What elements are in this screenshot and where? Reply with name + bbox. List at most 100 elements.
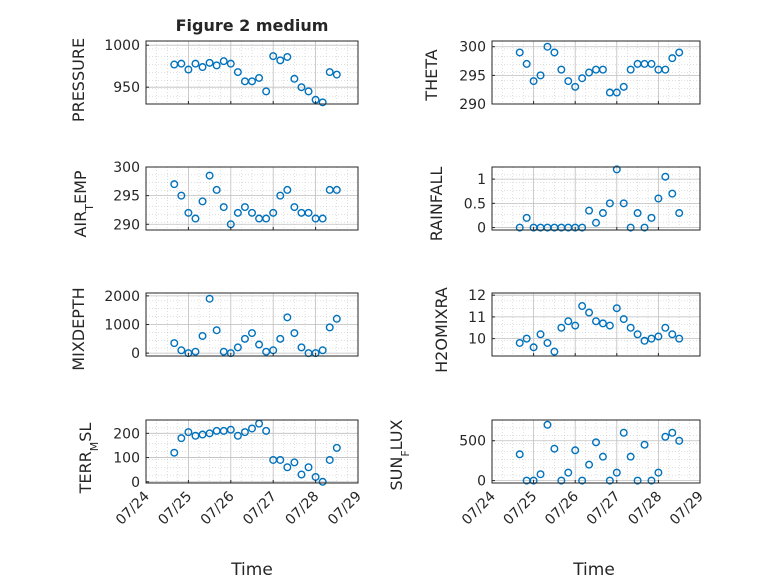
rainfall-data-point <box>605 199 614 208</box>
theta-data-point <box>619 82 628 91</box>
terr-msl-data-point <box>170 448 179 457</box>
terr-msl-data-point <box>283 463 292 472</box>
rainfall-y-tick-label: 0.5 <box>464 196 486 212</box>
sun-flux-y-tick-label: 0 <box>477 474 486 490</box>
rainfall-data-point <box>619 199 628 208</box>
pressure-data-point <box>205 58 214 67</box>
pressure-data-point <box>325 68 334 77</box>
terr-msl-data-point <box>318 477 327 486</box>
h2omixra-data-point <box>626 323 635 332</box>
theta-data-point <box>557 65 566 74</box>
mixdepth-data-point <box>283 313 292 322</box>
pressure-data-point <box>219 57 228 66</box>
pressure-y-tick-label: 950 <box>113 80 140 96</box>
pressure-data-point <box>276 56 285 65</box>
mixdepth-y-tick-label: 1000 <box>104 318 140 334</box>
rainfall-data-point <box>640 223 649 232</box>
sun-flux-data-point <box>543 420 552 429</box>
h2omixra-data-point <box>564 317 573 326</box>
pressure-data-point <box>191 59 200 68</box>
terr-msl-data-point <box>262 426 271 435</box>
mixdepth-data-point <box>198 331 207 340</box>
sun-flux-x-tick-label: 07/25 <box>501 489 541 529</box>
sun-flux-x-tick-label: 07/29 <box>667 489 707 529</box>
sun-flux-data-point <box>592 438 601 447</box>
subplot-theta: THETA 290 295 300 <box>422 40 701 113</box>
h2omixra-data-point <box>654 332 663 341</box>
air-temp-data-point <box>332 185 341 194</box>
h2omixra-data-point <box>598 319 607 328</box>
subplot-h2omixra: H2OMIXRA 10 11 12 <box>432 287 701 373</box>
air-temp-data-point <box>198 197 207 206</box>
mixdepth-y-tick-label: 0 <box>131 346 140 362</box>
rainfall-y-tick-label: 1 <box>477 172 486 188</box>
sun-flux-x-tick-label: 07/26 <box>542 488 582 528</box>
sun-flux-data-point <box>564 468 573 477</box>
terr-msl-data-point <box>205 429 214 438</box>
mixdepth-data-point <box>247 329 256 338</box>
rainfall-data-point <box>626 223 635 232</box>
h2omixra-data-point <box>522 334 531 343</box>
h2omixra-data-point <box>592 317 601 326</box>
pressure-data-point <box>269 52 278 61</box>
mixdepth-data-point <box>212 326 221 335</box>
rainfall-data-point <box>585 206 594 215</box>
pressure-data-point <box>297 83 306 92</box>
h2omixra-data-point <box>647 334 656 343</box>
mixdepth-y-tick-label: 2000 <box>104 289 140 305</box>
air-temp-data-point <box>170 180 179 189</box>
h2omixra-data-point <box>675 334 684 343</box>
subplot-sun-flux: SUNFLUX 0 500 07/24 07/25 07/26 07/27 07/28 07/… <box>387 419 707 528</box>
air-temp-axes-frame <box>145 166 359 231</box>
terr-msl-data-point <box>325 455 334 464</box>
theta-data-point <box>585 68 594 77</box>
mixdepth-data-point <box>255 340 264 349</box>
subplot-rainfall: RAINFALL 0 0.5 1 <box>427 165 701 241</box>
h2omixra-data-point <box>515 338 524 347</box>
rainfall-data-point <box>668 189 677 198</box>
terr-msl-x-tick-label: 07/24 <box>113 488 153 528</box>
rainfall-data-point <box>675 209 684 218</box>
subplot-terr-msl: TERRMSL 0 100 200 07/24 07/25 07/26 07/27 07/28… <box>76 419 365 529</box>
sun-flux-data-point <box>675 436 684 445</box>
theta-y-tick-label: 295 <box>459 68 486 84</box>
h2omixra-y-tick-label: 10 <box>468 332 486 348</box>
h2omixra-data-point <box>550 347 559 356</box>
pressure-data-point <box>255 73 264 82</box>
sun-flux-data-point <box>647 476 656 485</box>
terr-msl-data-point <box>290 458 299 467</box>
figure-title: Figure 2 medium <box>176 16 329 35</box>
rainfall-y-tick-label: 0 <box>477 221 486 237</box>
h2omixra-axes-frame <box>491 292 701 357</box>
theta-data-point <box>564 77 573 86</box>
h2omixra-data-point <box>605 321 614 330</box>
subplot-air-temp: AIRTEMP 290 295 300 <box>71 160 359 238</box>
sun-flux-data-point <box>550 444 559 453</box>
pressure-data-point <box>283 52 292 61</box>
mixdepth-data-point <box>191 347 200 356</box>
terr-msl-x-tick-label: 07/25 <box>155 489 195 529</box>
air-temp-data-point <box>233 208 242 217</box>
theta-data-point <box>661 65 670 74</box>
h2omixra-y-tick-label: 11 <box>468 310 486 326</box>
mixdepth-data-point <box>325 323 334 332</box>
sun-flux-data-point <box>626 452 635 461</box>
mixdepth-data-point <box>262 347 271 356</box>
sun-flux-data-point <box>605 476 614 485</box>
ylabel-h2omixra: H2OMIXRA <box>432 287 451 373</box>
air-temp-data-point <box>247 208 256 217</box>
terr-msl-data-point <box>184 428 193 437</box>
ylabel-air-temp: AIRTEMP <box>71 170 96 237</box>
terr-msl-y-tick-label: 0 <box>131 475 140 491</box>
terr-msl-x-tick-label: 07/28 <box>283 489 323 529</box>
h2omixra-data-point <box>578 302 587 311</box>
pressure-data-point <box>247 77 256 86</box>
sun-flux-x-tick-label: 07/24 <box>459 488 499 528</box>
mixdepth-data-point <box>205 294 214 303</box>
h2omixra-data-point <box>529 343 538 352</box>
ylabel-pressure: PRESSURE <box>69 38 88 122</box>
sun-flux-data-point <box>633 476 642 485</box>
rainfall-data-point <box>598 209 607 218</box>
terr-msl-y-tick-label: 200 <box>113 426 140 442</box>
theta-data-point <box>626 65 635 74</box>
